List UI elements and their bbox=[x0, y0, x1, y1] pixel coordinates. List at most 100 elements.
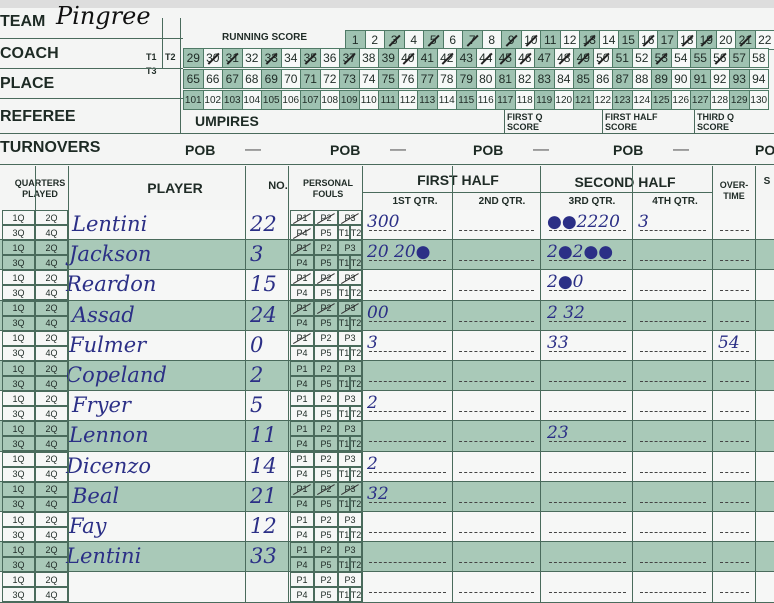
quarter-played-2Q[interactable]: 2Q bbox=[35, 542, 68, 557]
running-score-cell[interactable]: 68 bbox=[242, 69, 263, 89]
running-score-cell[interactable]: 39 bbox=[378, 48, 399, 68]
foul-box-p5[interactable]: P5 bbox=[314, 285, 338, 300]
running-score-cell[interactable]: 87 bbox=[612, 69, 633, 89]
foul-box-t2[interactable]: T2 bbox=[350, 376, 362, 391]
foul-box-p5[interactable]: P5 bbox=[314, 497, 338, 512]
quarter-played-3Q[interactable]: 3Q bbox=[2, 285, 35, 300]
foul-box-t2[interactable]: T2 bbox=[350, 316, 362, 331]
foul-box-t1[interactable]: T1 bbox=[338, 557, 350, 572]
running-score-cell[interactable]: 66 bbox=[203, 69, 224, 89]
foul-box-p3[interactable]: P3 bbox=[338, 572, 362, 587]
foul-box-p2[interactable]: P2 bbox=[314, 210, 338, 225]
running-score-cell[interactable]: 130 bbox=[749, 90, 770, 110]
quarter-played-4Q[interactable]: 4Q bbox=[35, 527, 68, 542]
foul-box-t2[interactable]: T2 bbox=[350, 557, 362, 572]
running-score-cell[interactable]: 4 bbox=[404, 30, 425, 50]
foul-box-p4[interactable]: P4 bbox=[290, 406, 314, 421]
foul-box-t1[interactable]: T1 bbox=[338, 285, 350, 300]
running-score-cell[interactable]: 125 bbox=[651, 90, 672, 110]
quarter-played-4Q[interactable]: 4Q bbox=[35, 316, 68, 331]
quarter-played-4Q[interactable]: 4Q bbox=[35, 376, 68, 391]
running-score-cell[interactable]: 113 bbox=[417, 90, 438, 110]
running-score-cell[interactable]: 1 bbox=[345, 30, 366, 50]
foul-box-p3[interactable]: P3 bbox=[338, 421, 362, 436]
running-score-cell[interactable]: 126 bbox=[671, 90, 692, 110]
quarter-played-3Q[interactable]: 3Q bbox=[2, 436, 35, 451]
quarter-played-4Q[interactable]: 4Q bbox=[35, 467, 68, 482]
quarter-played-3Q[interactable]: 3Q bbox=[2, 557, 35, 572]
running-score-cell[interactable]: 124 bbox=[632, 90, 653, 110]
quarter-played-2Q[interactable]: 2Q bbox=[35, 391, 68, 406]
quarter-played-3Q[interactable]: 3Q bbox=[2, 406, 35, 421]
running-score-cell[interactable]: 81 bbox=[495, 69, 516, 89]
running-score-cell[interactable]: 47 bbox=[534, 48, 555, 68]
running-score-cell[interactable]: 20 bbox=[716, 30, 737, 50]
quarter-played-2Q[interactable]: 2Q bbox=[35, 482, 68, 497]
running-score-cell[interactable]: 82 bbox=[515, 69, 536, 89]
running-score-cell[interactable]: 92 bbox=[710, 69, 731, 89]
quarter-played-2Q[interactable]: 2Q bbox=[35, 270, 68, 285]
player-name[interactable]: Fryer bbox=[72, 393, 131, 417]
quarter-played-1Q[interactable]: 1Q bbox=[2, 512, 35, 527]
running-score-cell[interactable]: 112 bbox=[398, 90, 419, 110]
running-score-cell[interactable]: 52 bbox=[632, 48, 653, 68]
running-score-cell[interactable]: 84 bbox=[554, 69, 575, 89]
foul-box-p4[interactable]: P4 bbox=[290, 346, 314, 361]
running-score-cell[interactable]: 94 bbox=[749, 69, 770, 89]
quarter-played-1Q[interactable]: 1Q bbox=[2, 361, 35, 376]
foul-box-t1[interactable]: T1 bbox=[338, 497, 350, 512]
running-score-cell[interactable]: 111 bbox=[378, 90, 399, 110]
running-score-cell[interactable]: 77 bbox=[417, 69, 438, 89]
foul-box-t2[interactable]: T2 bbox=[350, 346, 362, 361]
running-score-cell[interactable]: 15 bbox=[618, 30, 639, 50]
foul-box-p2[interactable]: P2 bbox=[314, 391, 338, 406]
quarter-played-2Q[interactable]: 2Q bbox=[35, 301, 68, 316]
running-score-cell[interactable]: 75 bbox=[378, 69, 399, 89]
foul-box-p2[interactable]: P2 bbox=[314, 331, 338, 346]
running-score-cell[interactable]: 13 bbox=[579, 30, 600, 50]
running-score-cell[interactable]: 54 bbox=[671, 48, 692, 68]
running-score-cell[interactable]: 9 bbox=[501, 30, 522, 50]
foul-box-p1[interactable]: P1 bbox=[290, 301, 314, 316]
foul-box-p2[interactable]: P2 bbox=[314, 482, 338, 497]
player-name[interactable]: Fay bbox=[69, 514, 107, 538]
running-score-cell[interactable]: 91 bbox=[690, 69, 711, 89]
foul-box-p1[interactable]: P1 bbox=[290, 210, 314, 225]
quarter-played-1Q[interactable]: 1Q bbox=[2, 482, 35, 497]
running-score-cell[interactable]: 128 bbox=[710, 90, 731, 110]
foul-box-p1[interactable]: P1 bbox=[290, 572, 314, 587]
running-score-cell[interactable]: 120 bbox=[554, 90, 575, 110]
running-score-cell[interactable]: 85 bbox=[573, 69, 594, 89]
foul-box-p3[interactable]: P3 bbox=[338, 210, 362, 225]
foul-box-p1[interactable]: P1 bbox=[290, 542, 314, 557]
score-q1[interactable]: 2 bbox=[367, 393, 378, 413]
foul-box-p4[interactable]: P4 bbox=[290, 285, 314, 300]
foul-box-p4[interactable]: P4 bbox=[290, 436, 314, 451]
running-score-cell[interactable]: 10 bbox=[521, 30, 542, 50]
running-score-cell[interactable]: 103 bbox=[222, 90, 243, 110]
quarter-played-4Q[interactable]: 4Q bbox=[35, 587, 68, 602]
running-score-cell[interactable]: 116 bbox=[476, 90, 497, 110]
score-ot[interactable]: 54 bbox=[718, 333, 740, 353]
quarter-played-4Q[interactable]: 4Q bbox=[35, 557, 68, 572]
running-score-cell[interactable]: 102 bbox=[203, 90, 224, 110]
quarter-played-3Q[interactable]: 3Q bbox=[2, 316, 35, 331]
running-score-cell[interactable]: 49 bbox=[573, 48, 594, 68]
foul-box-t1[interactable]: T1 bbox=[338, 587, 350, 602]
running-score-cell[interactable]: 29 bbox=[183, 48, 204, 68]
foul-box-t2[interactable]: T2 bbox=[350, 436, 362, 451]
foul-box-p4[interactable]: P4 bbox=[290, 376, 314, 391]
score-q3[interactable]: 23 bbox=[547, 423, 569, 443]
player-name[interactable]: Jackson bbox=[69, 242, 151, 266]
foul-box-t2[interactable]: T2 bbox=[350, 527, 362, 542]
running-score-cell[interactable]: 19 bbox=[696, 30, 717, 50]
foul-box-p3[interactable]: P3 bbox=[338, 542, 362, 557]
running-score-cell[interactable]: 88 bbox=[632, 69, 653, 89]
quarter-played-1Q[interactable]: 1Q bbox=[2, 572, 35, 587]
foul-box-p2[interactable]: P2 bbox=[314, 542, 338, 557]
quarter-played-3Q[interactable]: 3Q bbox=[2, 225, 35, 240]
foul-box-t1[interactable]: T1 bbox=[338, 346, 350, 361]
foul-box-p1[interactable]: P1 bbox=[290, 331, 314, 346]
running-score-cell[interactable]: 6 bbox=[443, 30, 464, 50]
running-score-cell[interactable]: 22 bbox=[755, 30, 774, 50]
